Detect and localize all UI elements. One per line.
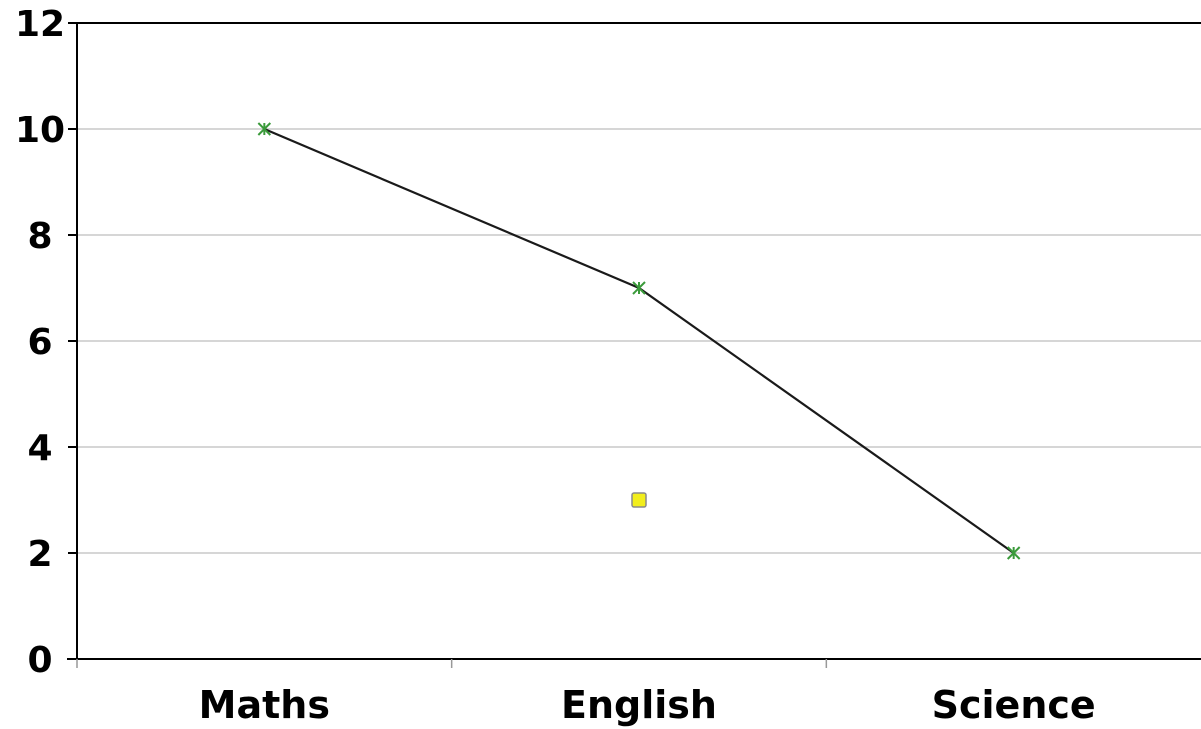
x-tick-marks [76,659,828,668]
y-tick-label: 10 [15,110,65,151]
x-category-label: Maths [199,683,330,727]
series-markers [257,122,1021,560]
y-tick-label: 0 [27,640,52,681]
x-category-label: English [561,683,717,727]
data-point-star [257,122,272,136]
data-point-star [632,281,646,295]
x-category-label: Science [932,683,1096,727]
y-tick-label: 8 [27,216,52,257]
y-tick-label: 4 [27,428,52,469]
y-tick-label: 12 [15,4,65,45]
y-tick-label: 6 [27,322,52,363]
data-point-square [631,492,647,508]
y-tick-label: 2 [27,534,52,575]
x-category-labels: Maths English Science [199,683,1096,727]
data-point-star [1006,546,1021,560]
y-tick-labels: 0 2 4 6 8 10 12 [15,4,77,681]
gridlines [77,128,1201,554]
